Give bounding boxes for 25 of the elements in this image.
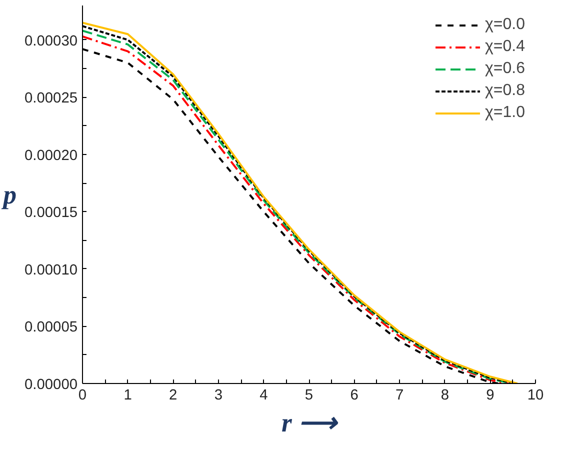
x-tick-label: 10 <box>527 388 544 404</box>
legend-label: χ=0.8 <box>485 82 525 100</box>
y-tick-label: 0.00010 <box>24 262 78 278</box>
y-tick-label: 0.00020 <box>24 148 78 164</box>
x-tick-label: 9 <box>486 388 494 404</box>
x-tick-label: 5 <box>304 388 314 404</box>
legend-label: χ=0.4 <box>485 38 525 56</box>
legend-label: χ=1.0 <box>485 104 525 122</box>
x-tick-label: 6 <box>350 388 358 404</box>
x-tick-label: 7 <box>396 388 404 404</box>
legend-label: χ=0.0 <box>485 16 525 34</box>
y-tick-label: 0.00015 <box>24 205 78 222</box>
y-axis-title: p <box>1 180 17 210</box>
x-tick-label: 3 <box>214 388 222 404</box>
x-tick-label: 0 <box>78 388 87 404</box>
x-tick-label: 1 <box>124 388 132 404</box>
legend-label: χ=0.6 <box>485 60 525 78</box>
y-tick-label: 0.00000 <box>24 377 78 393</box>
x-tick-label: 4 <box>260 388 268 404</box>
y-tick-label: 0.00030 <box>24 33 78 50</box>
y-tick-label: 0.00025 <box>24 90 78 107</box>
x-axis-title: r ⟶ <box>281 408 339 438</box>
x-tick-label: 8 <box>440 388 449 404</box>
y-tick-label: 0.00005 <box>24 320 78 336</box>
x-tick-label: 2 <box>169 388 178 404</box>
